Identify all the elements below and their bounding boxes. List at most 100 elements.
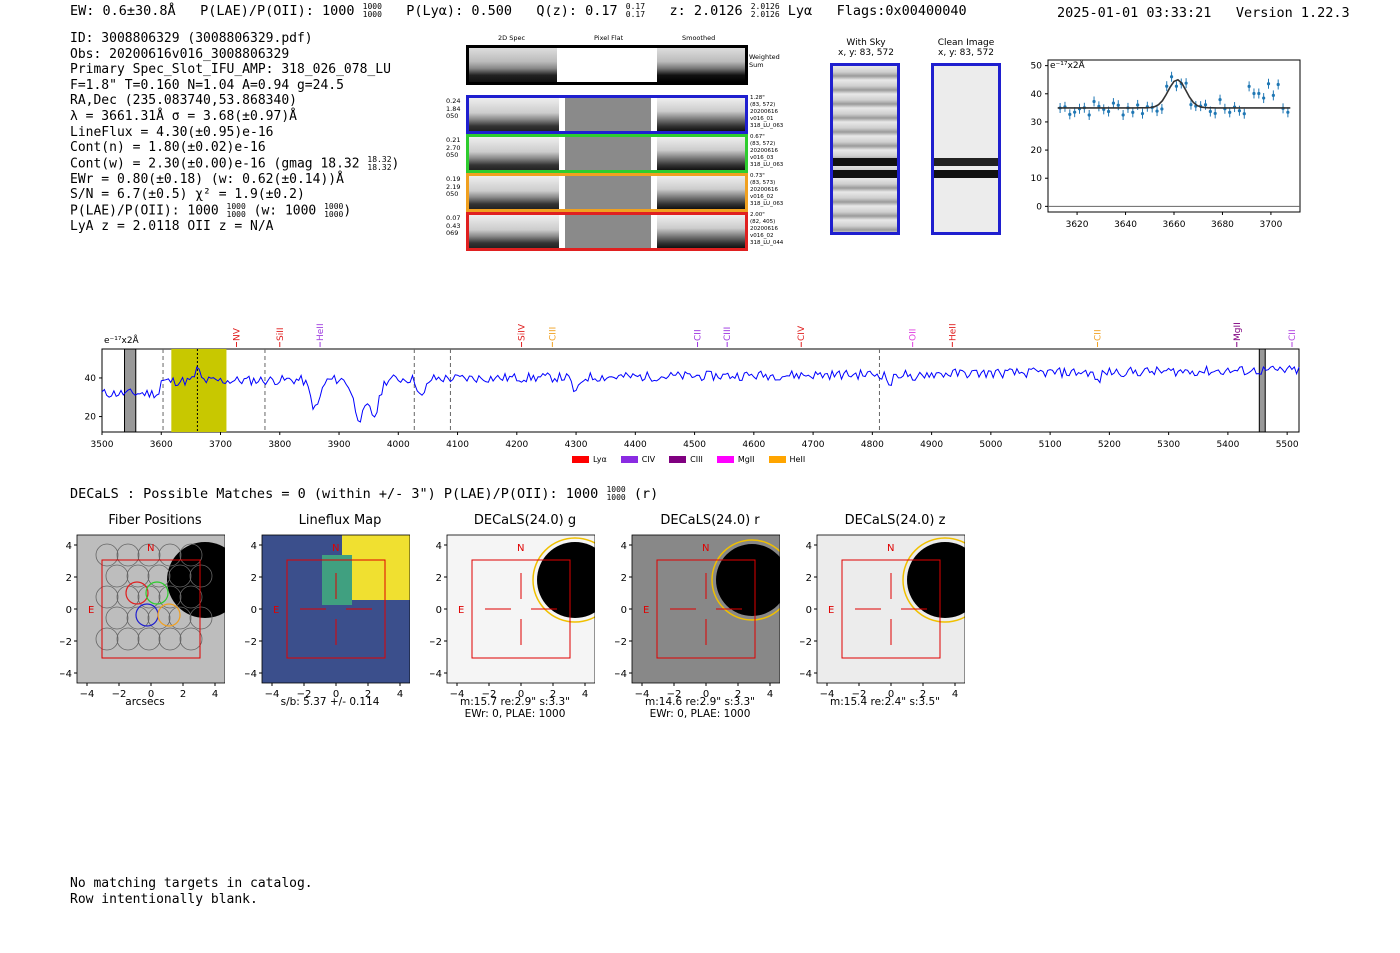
cutout-left-value: 2.70 xyxy=(446,143,461,152)
north-label: N xyxy=(887,543,894,554)
decals-ytick-label: 4 xyxy=(66,541,72,552)
zoom-data-point xyxy=(1160,107,1164,111)
fiber-circle xyxy=(158,585,182,609)
spec-xtick-label: 5300 xyxy=(1157,440,1180,450)
bright-source xyxy=(716,544,780,616)
zoom-xtick-label: 3640 xyxy=(1114,220,1137,230)
cutout-right-value: 1.28" xyxy=(750,95,765,101)
fiber-circle xyxy=(189,564,213,588)
spec-ytick-label: 20 xyxy=(85,413,97,423)
spec-xtick-label: 4200 xyxy=(505,440,528,450)
legend-label: MgII xyxy=(737,455,755,464)
decals-caption-line1: m:15.4 re:2.4" s:3.5" xyxy=(830,696,940,708)
decals-panel-title: DECaLS(24.0) z xyxy=(844,513,946,528)
cutout-right-value: 2.00" xyxy=(750,212,765,218)
cutout-pixel-flat xyxy=(565,98,651,131)
zoom-data-point xyxy=(1266,82,1271,86)
emission-line-label: CII xyxy=(1288,329,1298,341)
spec-xtick-label: 4100 xyxy=(446,440,469,450)
east-label: E xyxy=(273,605,279,616)
north-label: N xyxy=(702,543,709,554)
zoom-data-point xyxy=(1106,109,1111,114)
fiber-circle xyxy=(105,606,129,630)
decals-ytick-label: 2 xyxy=(806,573,812,584)
cutout-left-value: 050 xyxy=(446,190,459,198)
decals-xtick-label: 2 xyxy=(550,689,556,700)
fiber-circle xyxy=(95,585,119,609)
emission-line-label: SiII xyxy=(276,327,286,341)
east-label: E xyxy=(88,605,94,616)
cutout-smoothed xyxy=(657,215,745,248)
z-fraction: 2.0126 2.0126 xyxy=(750,2,780,19)
decals-ytick-label: 0 xyxy=(806,605,812,616)
spec-xtick-label: 3700 xyxy=(209,440,232,450)
north-label: N xyxy=(332,543,339,554)
lineflux-mid xyxy=(322,555,352,605)
decals-ytick-label: 4 xyxy=(621,541,627,552)
zoom-xtick-label: 3620 xyxy=(1066,220,1089,230)
header-right: 2025-01-01 03:33:21 Version 1.22.3 xyxy=(1057,5,1350,21)
cutout-2d-spec xyxy=(469,98,559,131)
info-lambda: λ = 3661.31Å σ = 3.68(±0.97)Å xyxy=(70,108,297,124)
decals-xtick-label: −2 xyxy=(667,689,682,700)
legend-swatch xyxy=(716,456,734,463)
footer-line2: Row intentionally blank. xyxy=(70,891,258,907)
cutout-right-value: v016_02 xyxy=(750,194,774,200)
spec-xtick-label: 4500 xyxy=(683,440,706,450)
zoom-ytick-label: 20 xyxy=(1031,146,1043,156)
with-sky-title: With Sky x, y: 83, 572 xyxy=(838,38,894,58)
decals-xtick-label: −2 xyxy=(852,689,867,700)
zoom-data-point xyxy=(1068,112,1072,116)
z-value: z: 2.0126 xyxy=(669,3,743,19)
decals-ytick-label: −4 xyxy=(245,669,257,680)
legend-swatch xyxy=(572,456,589,463)
decals-panel-title: Lineflux Map xyxy=(298,513,382,528)
zoom-xtick-label: 3680 xyxy=(1211,220,1234,230)
emission-line-label: MgII xyxy=(1233,322,1243,341)
emission-line-label: CIII xyxy=(548,327,558,341)
info-obs: Obs: 20200616v016_3008806329 xyxy=(70,46,290,62)
header-summary: EW: 0.6±30.8Å P(LAE)/P(OII): 1000 1000 10… xyxy=(70,2,967,20)
aperture-box xyxy=(841,559,941,659)
info-plae: P(LAE)/P(OII): 1000 1000 1000 (w: 1000 10… xyxy=(70,202,352,220)
decals-xtick-label: 2 xyxy=(920,689,926,700)
decals-xtick-label: −4 xyxy=(80,689,95,700)
zoom-xtick-label: 3660 xyxy=(1163,220,1186,230)
zoom-xtick-label: 3700 xyxy=(1259,220,1282,230)
cutout-right-value: 318_LU_063 xyxy=(750,201,784,207)
zoom-data-point xyxy=(1116,103,1120,107)
spec-xtick-label: 3600 xyxy=(150,440,173,450)
detection-info: ID: 3008806329 (3008806329.pdf) Obs: 202… xyxy=(70,31,399,235)
legend-entry: CIV xyxy=(620,455,655,464)
decals-ytick-label: 0 xyxy=(251,605,257,616)
cutout-smoothed xyxy=(657,98,745,131)
cutout-right-value: (82, 405) xyxy=(750,219,776,225)
fiber-circle xyxy=(179,543,203,567)
cutout-left-value: 0.19 xyxy=(446,175,461,183)
decals-xtick-label: 0 xyxy=(148,689,154,700)
selected-fiber xyxy=(125,581,149,605)
decals-ytick-label: 0 xyxy=(66,605,72,616)
decals-ytick-label: −2 xyxy=(60,637,72,648)
catalog-note: No matching targets in catalog. Row inte… xyxy=(70,876,313,907)
cutout-2d-spec xyxy=(469,137,559,170)
col-smoothed: Smoothed xyxy=(682,34,716,42)
zoom-plot-frame xyxy=(1047,59,1301,213)
footer-line1: No matching targets in catalog. xyxy=(70,876,313,891)
decals-ytick-label: −4 xyxy=(615,669,627,680)
decals-summary: DECaLS : Possible Matches = 0 (within +/… xyxy=(70,485,659,503)
full-spec-ylabel: e⁻¹⁷x2Å xyxy=(104,336,139,346)
emission-line-label: HeII xyxy=(948,323,958,341)
fiber-circle xyxy=(158,543,182,567)
spec-xtick-label: 5500 xyxy=(1276,440,1299,450)
spec-xtick-label: 4700 xyxy=(802,440,825,450)
cutout-right-value: 20200616 xyxy=(750,226,778,232)
fiber-cutouts: 2D Spec Pixel Flat Smoothed Weighted Sum… xyxy=(446,33,796,258)
cutout-right-value: 0.73" xyxy=(750,173,765,179)
fiber-cutout-right-labels: 0.67" (83, 572) 20200616 v016_03 318_LU_063 xyxy=(750,134,798,169)
cutout-pixel-flat xyxy=(565,215,651,248)
spec-xtick-label: 5100 xyxy=(1039,440,1062,450)
col-2d-spec: 2D Spec xyxy=(498,34,526,42)
legend-label: CIII xyxy=(690,455,703,464)
decals-panel: N E 4 2 0 −2 −4 −4 −2 0 2 4 xyxy=(800,534,965,700)
